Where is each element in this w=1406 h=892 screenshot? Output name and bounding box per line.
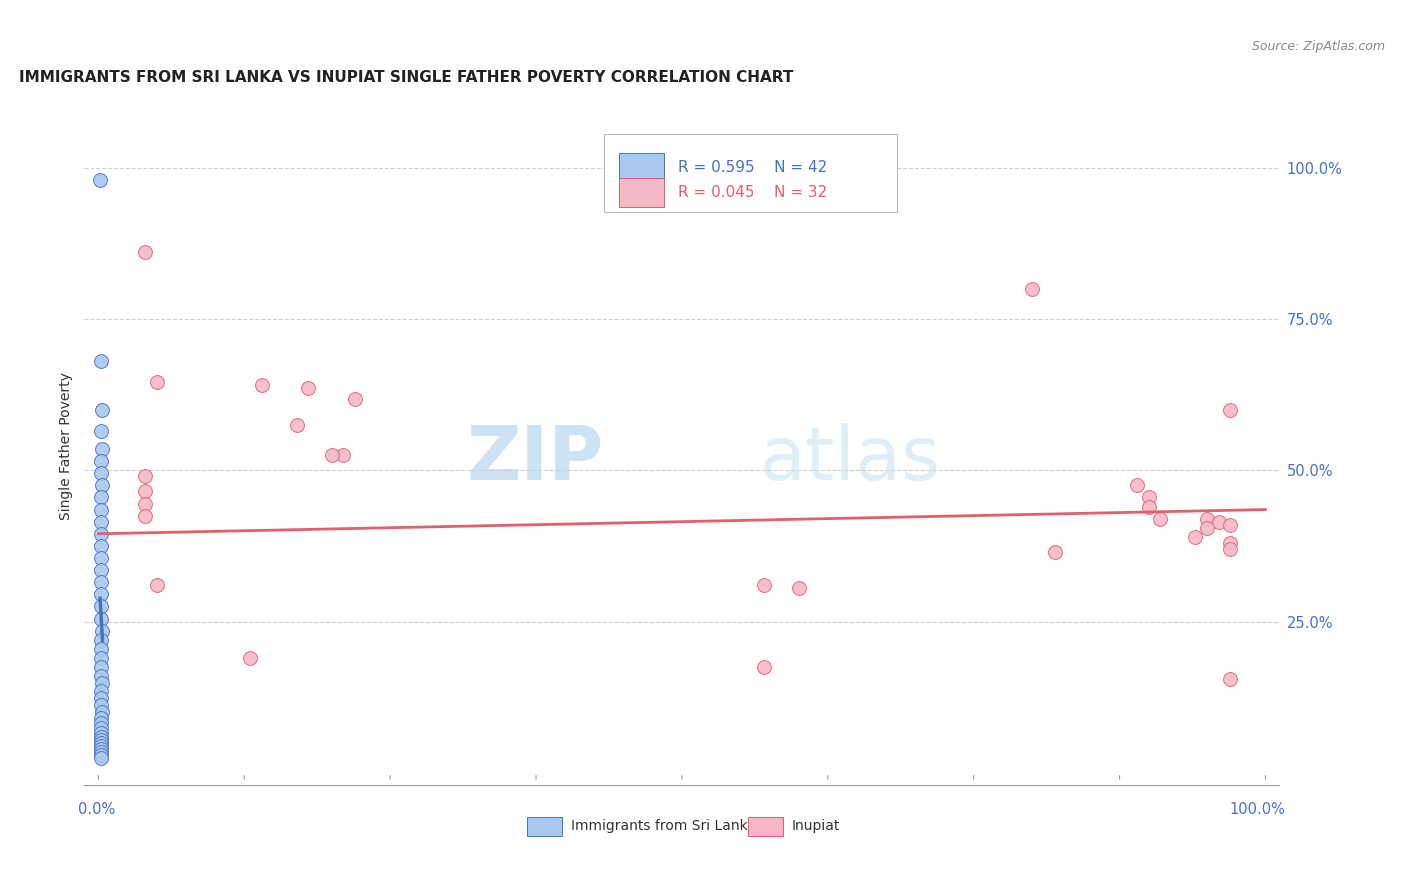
- Point: [90, 739, 112, 753]
- Point: [90, 611, 112, 625]
- Point: [1137, 491, 1160, 505]
- Point: [90, 706, 112, 720]
- Point: [1219, 517, 1241, 532]
- FancyBboxPatch shape: [605, 134, 897, 212]
- Text: Inupiat: Inupiat: [792, 820, 841, 833]
- Point: [90, 575, 112, 590]
- Point: [1219, 402, 1241, 417]
- Point: [90, 599, 112, 614]
- Point: [134, 496, 156, 510]
- Point: [90, 478, 112, 492]
- Point: [90, 698, 112, 712]
- Point: [90, 502, 112, 516]
- Point: [90, 721, 112, 735]
- Point: [1126, 478, 1149, 492]
- Point: [90, 745, 112, 759]
- Point: [90, 354, 112, 368]
- Point: [1197, 511, 1219, 525]
- Point: [90, 716, 112, 731]
- Point: [1184, 530, 1206, 544]
- Text: Immigrants from Sri Lanka: Immigrants from Sri Lanka: [571, 820, 756, 833]
- Text: 100.0%: 100.0%: [1230, 802, 1285, 817]
- Point: [90, 669, 112, 683]
- Point: [90, 632, 112, 647]
- Point: [90, 660, 112, 674]
- Y-axis label: Single Father Poverty: Single Father Poverty: [59, 372, 73, 520]
- Point: [239, 651, 262, 665]
- Point: [90, 750, 112, 764]
- Text: IMMIGRANTS FROM SRI LANKA VS INUPIAT SINGLE FATHER POVERTY CORRELATION CHART: IMMIGRANTS FROM SRI LANKA VS INUPIAT SIN…: [18, 70, 793, 85]
- Bar: [748, 817, 783, 836]
- Point: [145, 376, 167, 390]
- Point: [90, 683, 112, 698]
- Point: [90, 563, 112, 577]
- Point: [90, 747, 112, 762]
- Point: [90, 551, 112, 566]
- Point: [1208, 515, 1230, 529]
- Point: [752, 578, 775, 592]
- Point: [90, 454, 112, 468]
- Point: [90, 732, 112, 747]
- Point: [90, 735, 112, 749]
- Point: [1219, 536, 1241, 550]
- Point: [90, 442, 112, 456]
- Point: [332, 448, 354, 462]
- Point: [90, 730, 112, 744]
- Point: [90, 467, 112, 481]
- Point: [90, 402, 112, 417]
- Point: [1021, 282, 1043, 296]
- Point: [297, 382, 319, 396]
- Text: R = 0.045    N = 32: R = 0.045 N = 32: [678, 186, 828, 200]
- Text: ZIP: ZIP: [467, 423, 605, 496]
- Point: [1045, 545, 1067, 559]
- Point: [321, 448, 343, 462]
- Bar: [619, 178, 664, 207]
- Point: [89, 172, 111, 186]
- Point: [1197, 521, 1219, 535]
- Point: [145, 578, 167, 592]
- Point: [90, 539, 112, 553]
- Point: [90, 526, 112, 541]
- Point: [134, 508, 156, 523]
- Point: [752, 660, 775, 674]
- Text: 0.0%: 0.0%: [79, 802, 115, 817]
- Point: [134, 245, 156, 260]
- Point: [1149, 511, 1171, 525]
- Point: [90, 491, 112, 505]
- Point: [90, 651, 112, 665]
- Point: [250, 378, 273, 392]
- Bar: [619, 153, 664, 182]
- Text: Source: ZipAtlas.com: Source: ZipAtlas.com: [1251, 40, 1385, 54]
- Point: [787, 581, 810, 595]
- Point: [90, 641, 112, 656]
- Point: [1219, 541, 1241, 556]
- Point: [90, 515, 112, 529]
- Point: [1137, 500, 1160, 514]
- Point: [90, 624, 112, 638]
- Text: R = 0.595    N = 42: R = 0.595 N = 42: [678, 161, 828, 175]
- Point: [1219, 672, 1241, 686]
- Point: [285, 417, 308, 432]
- Point: [90, 741, 112, 756]
- Text: atlas: atlas: [759, 423, 941, 496]
- Bar: [527, 817, 562, 836]
- Point: [90, 676, 112, 690]
- Point: [90, 711, 112, 725]
- Point: [134, 469, 156, 483]
- Point: [90, 587, 112, 601]
- Point: [90, 424, 112, 438]
- Point: [134, 484, 156, 499]
- Point: [344, 392, 367, 406]
- Point: [90, 726, 112, 740]
- Point: [90, 690, 112, 705]
